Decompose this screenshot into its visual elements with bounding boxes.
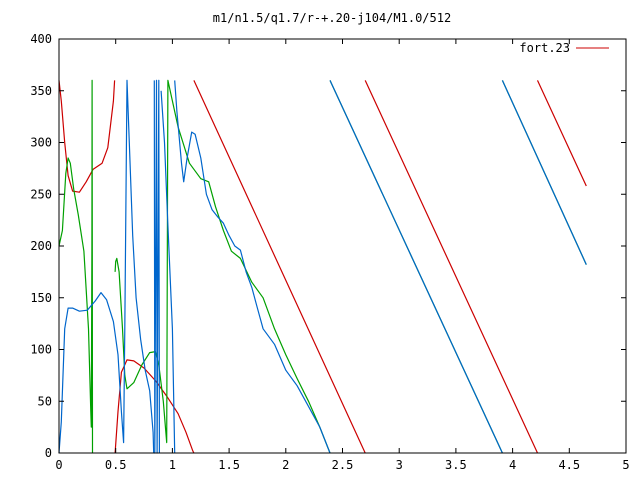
series-line-2 xyxy=(58,79,94,454)
plot-frame xyxy=(58,38,627,454)
series-line-3 xyxy=(58,79,155,454)
series-1 xyxy=(58,80,587,454)
series-line-3 xyxy=(501,80,587,265)
series-line-3 xyxy=(174,80,331,454)
series-line-1 xyxy=(536,80,587,187)
x-tick-label: 3 xyxy=(396,458,403,472)
y-tick-label: 350 xyxy=(30,84,52,98)
x-tick-label: 1.5 xyxy=(218,458,240,472)
x-tick-label: 0 xyxy=(55,458,62,472)
series-line-1 xyxy=(364,80,539,454)
legend-label: fort.23 xyxy=(519,41,570,55)
x-tick-label: 4.5 xyxy=(558,458,580,472)
series-line-1 xyxy=(114,359,195,454)
x-tick-label: 2 xyxy=(282,458,289,472)
y-tick-label: 200 xyxy=(30,239,52,253)
x-tick-label: 3.5 xyxy=(445,458,467,472)
y-tick-label: 50 xyxy=(38,394,52,408)
series-3 xyxy=(58,79,587,454)
series-2 xyxy=(58,79,587,454)
y-tick-label: 0 xyxy=(45,446,52,460)
y-tick-label: 400 xyxy=(30,32,52,46)
chart-title: m1/n1.5/q1.7/r-+.20-j104/M1.0/512 xyxy=(213,11,451,25)
series-line-2 xyxy=(114,79,331,454)
series-line-3 xyxy=(153,79,160,454)
x-tick-label: 1 xyxy=(169,458,176,472)
y-tick-label: 100 xyxy=(30,343,52,357)
series-line-3 xyxy=(329,80,503,454)
series-line-1 xyxy=(58,80,116,193)
series-layer xyxy=(58,79,587,454)
series-line-1 xyxy=(193,80,366,454)
x-tick-label: 2.5 xyxy=(332,458,354,472)
x-tick-label: 5 xyxy=(622,458,629,472)
x-tick-label: 4 xyxy=(509,458,516,472)
tick-layer: 0 0.5 1 1.5 2 2.5 3 3.5 4 4.5 50501001502002503003… xyxy=(30,32,629,472)
y-tick-label: 150 xyxy=(30,291,52,305)
legend: fort.23 xyxy=(519,41,609,55)
x-tick-label: 0.5 xyxy=(105,458,127,472)
y-tick-label: 300 xyxy=(30,136,52,150)
series-line-3 xyxy=(160,90,176,454)
y-tick-label: 250 xyxy=(30,187,52,201)
